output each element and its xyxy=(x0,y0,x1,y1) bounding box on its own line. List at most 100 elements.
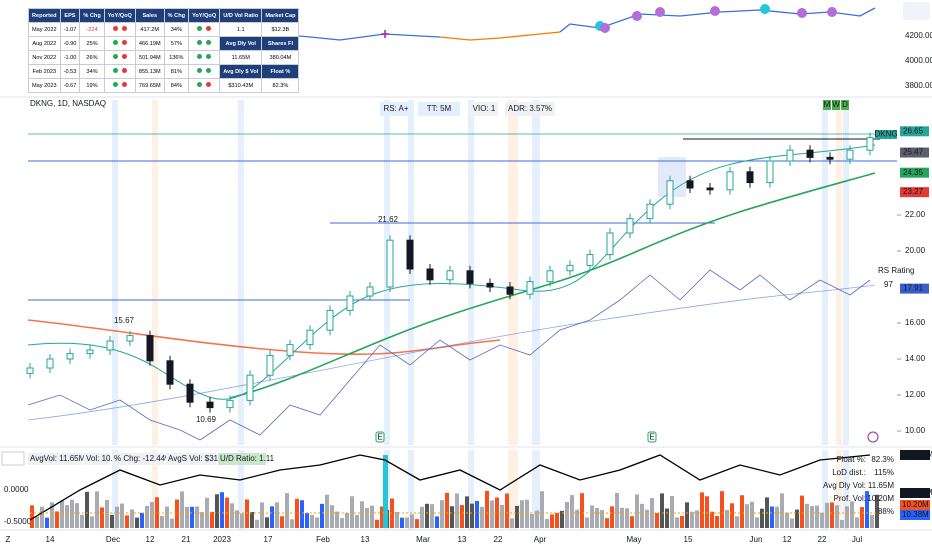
x-tick-label: Apr xyxy=(534,535,547,544)
volume-bar xyxy=(600,510,604,528)
index-dot xyxy=(797,8,807,18)
volume-bar xyxy=(170,518,174,528)
candle-body xyxy=(866,137,874,151)
header-cell: YoY/QoQ xyxy=(188,8,221,23)
volume-bar xyxy=(260,502,264,528)
ma-21 xyxy=(27,144,876,400)
highlight-band xyxy=(112,450,118,530)
table-cell: 34% xyxy=(79,64,105,79)
candle-body xyxy=(346,295,354,311)
volume-bar xyxy=(455,493,459,528)
y-tick-label: 22.00 xyxy=(905,210,926,219)
candle-body xyxy=(726,171,734,191)
index-dot xyxy=(600,23,610,33)
side-key: Float %: xyxy=(837,455,866,464)
x-tick-label: 14 xyxy=(46,535,55,544)
stat-badge xyxy=(112,453,164,465)
table-cell xyxy=(103,50,136,65)
candle-body xyxy=(46,358,54,369)
candle-body xyxy=(826,156,834,160)
volume-bar xyxy=(680,515,684,528)
volume-bar xyxy=(465,496,469,528)
volume-bar xyxy=(830,502,834,528)
volume-bar xyxy=(275,502,279,528)
status-dot xyxy=(121,40,127,45)
y-tick-label: 20.00 xyxy=(905,246,926,255)
volume-bar xyxy=(90,516,94,528)
volume-bar xyxy=(420,506,424,528)
volume-bar xyxy=(390,498,394,528)
stat-label: U/D Ratio: 1.11 xyxy=(220,454,275,463)
volume-bar xyxy=(305,513,309,528)
volume-bar xyxy=(690,511,694,528)
volume-bar xyxy=(200,512,204,528)
volume-bar xyxy=(580,493,584,528)
volume-bar xyxy=(40,506,44,528)
table-cell xyxy=(188,64,221,79)
table-cell: May 2022 xyxy=(28,22,61,37)
volume-bar xyxy=(610,506,614,528)
volume-bar xyxy=(805,503,809,528)
header-cell: U/D Vol Ratio xyxy=(219,8,263,23)
earnings-label: E xyxy=(377,433,382,442)
rs-label: RS Rating xyxy=(878,266,914,275)
badge xyxy=(505,102,555,116)
candle-body xyxy=(166,360,174,385)
volume-bar xyxy=(495,497,499,528)
volume-bar xyxy=(510,518,514,528)
candle-body xyxy=(566,264,574,272)
mvd-label: D xyxy=(842,100,848,109)
table-cell xyxy=(103,64,136,79)
mvd-label: M xyxy=(824,100,831,109)
highlight-band xyxy=(508,100,518,445)
volume-bar xyxy=(515,505,519,528)
side-value: 11.65M xyxy=(868,481,894,490)
x-tick-label: Feb xyxy=(316,535,330,544)
candle-body xyxy=(466,270,474,284)
candle-body xyxy=(306,329,314,346)
volume-bar xyxy=(100,507,104,528)
highlight-band xyxy=(152,450,158,530)
earnings-badge xyxy=(647,431,657,443)
volume-bar xyxy=(450,506,454,528)
table-cell: 1.1 xyxy=(219,22,263,37)
volume-bar xyxy=(660,493,664,528)
index-dot xyxy=(655,7,665,17)
table-cell: 84% xyxy=(163,78,190,93)
volume-bar xyxy=(575,509,579,528)
status-dot xyxy=(197,40,203,45)
table-cell: Aug 2022 xyxy=(28,36,61,51)
status-dot xyxy=(206,68,212,73)
price-marker: 15.67 xyxy=(114,316,135,325)
header-cell: % Chg xyxy=(79,8,105,23)
status-dot xyxy=(121,54,127,59)
volume-bar xyxy=(145,505,149,528)
volume-bar xyxy=(295,498,299,528)
volume-bar xyxy=(875,494,879,528)
table-row: Nov 2022 -1.00 26% 501.94M 136% 11.65M 380.04M xyxy=(28,50,300,65)
mvd-label: W xyxy=(832,100,840,109)
volume-bar xyxy=(555,513,559,528)
volume-bar xyxy=(590,505,594,528)
stat-label: AvgVol: 11.65M xyxy=(30,454,86,463)
volume-bar xyxy=(310,514,314,528)
volume-bar xyxy=(255,519,259,528)
volume-tag xyxy=(900,450,930,460)
volume-tag-label: 10.38M xyxy=(902,510,929,519)
volume-bar xyxy=(795,509,799,528)
volume-bar xyxy=(790,518,794,528)
volume-bar xyxy=(345,513,349,528)
volume-bar xyxy=(605,518,609,528)
volume-bar xyxy=(110,514,114,528)
table-cell: 34% xyxy=(163,22,190,37)
candle-body xyxy=(666,180,674,205)
volume-bar xyxy=(80,514,84,528)
status-dot xyxy=(206,54,212,59)
pane-button xyxy=(1,451,25,466)
candle-body xyxy=(106,340,114,351)
table-cell xyxy=(188,22,221,37)
index-dot xyxy=(632,11,642,21)
volume-bar xyxy=(195,506,199,528)
price-tag-label: 23.27 xyxy=(903,187,924,196)
volume-bar xyxy=(655,513,659,528)
